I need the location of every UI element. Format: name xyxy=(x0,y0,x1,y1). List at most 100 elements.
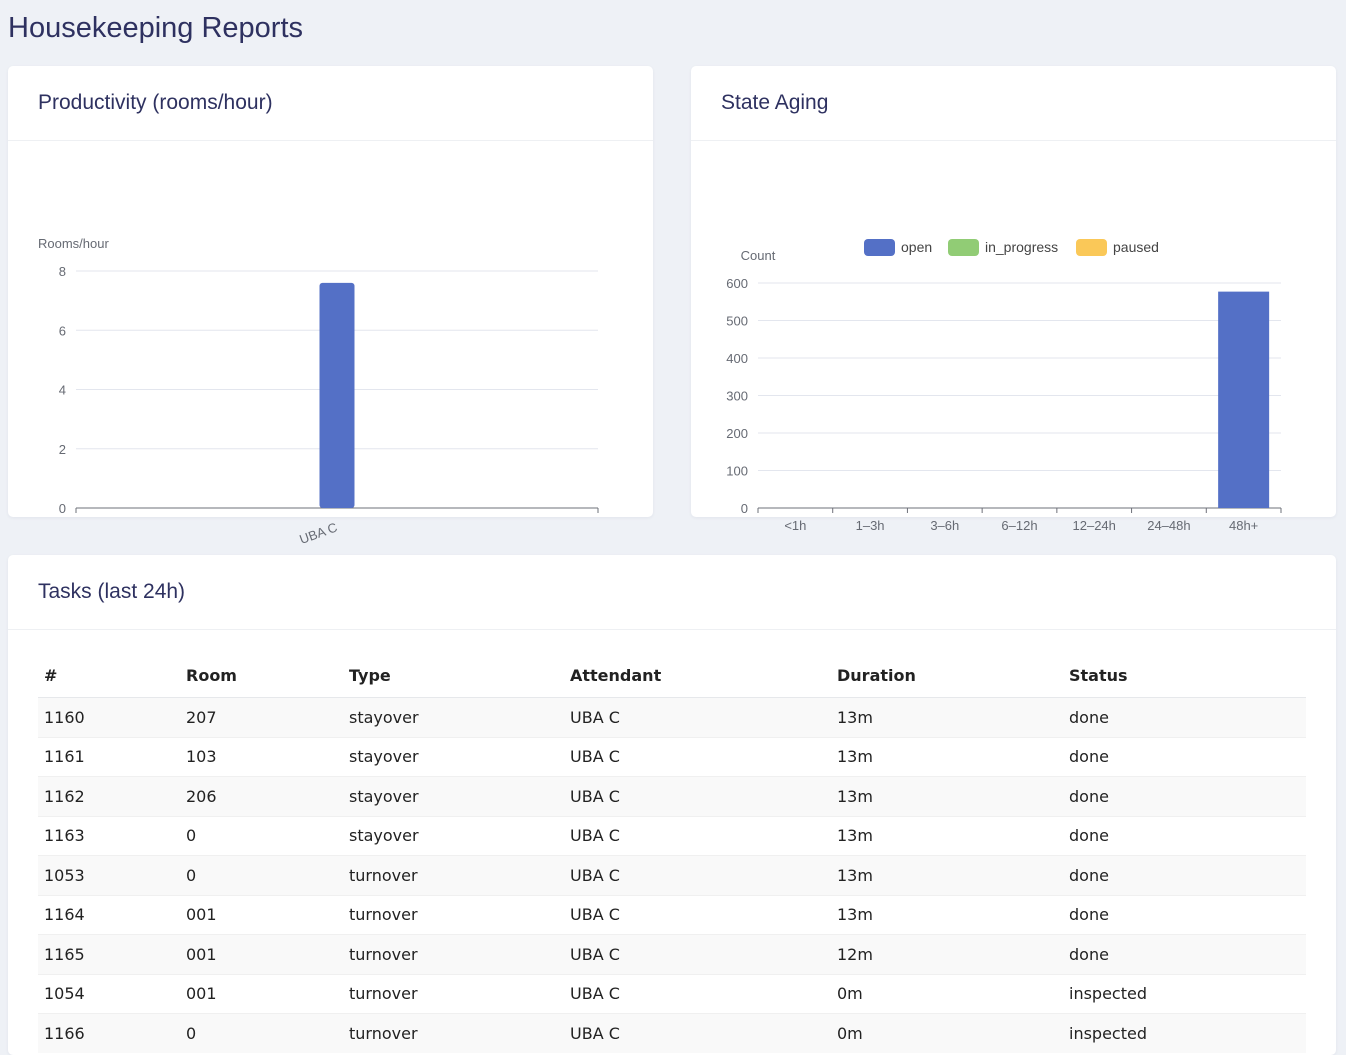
page-title: Housekeeping Reports xyxy=(8,12,304,44)
duration-cell: 13m xyxy=(831,697,1063,737)
status-cell: done xyxy=(1063,934,1306,974)
duration-cell: 13m xyxy=(831,855,1063,895)
x-tick-label: 24–48h xyxy=(1147,518,1190,533)
type-cell: stayover xyxy=(343,736,564,777)
duration-cell: 12m xyxy=(831,934,1063,974)
room-cell: 0 xyxy=(180,815,343,856)
tasks-card-header: Tasks (last 24h) xyxy=(8,555,1336,630)
y-tick-label: 500 xyxy=(726,314,748,329)
tasks-table-header-row: # Room Type Attendant Duration Status xyxy=(38,651,1306,698)
legend-label-open: open xyxy=(901,239,932,255)
duration-cell: 13m xyxy=(831,815,1063,856)
x-tick-label: <1h xyxy=(784,518,806,533)
type-cell: turnover xyxy=(343,1013,564,1053)
x-tick-label: 1–3h xyxy=(856,518,885,533)
status-cell: inspected xyxy=(1063,1013,1306,1053)
task-id-cell: 1165 xyxy=(38,934,180,974)
type-cell: turnover xyxy=(343,934,564,974)
productivity-card: Productivity (rooms/hour) Rooms/hour 0 2 4 6… xyxy=(8,66,653,547)
y-tick-label: 0 xyxy=(59,501,66,516)
y-tick-label: 100 xyxy=(726,464,748,479)
room-cell: 001 xyxy=(180,894,343,935)
type-cell: turnover xyxy=(343,894,564,935)
table-row[interactable]: 1164 001 turnover UBA C 13m done xyxy=(38,894,1306,935)
productivity-chart: Rooms/hour 0 2 4 6 8 UBA C xyxy=(38,236,599,547)
column-header-duration[interactable]: Duration xyxy=(831,651,1063,698)
attendant-cell: UBA C xyxy=(564,776,831,816)
y-tick-label: 200 xyxy=(726,426,748,441)
task-id-cell: 1160 xyxy=(38,697,180,737)
room-cell: 207 xyxy=(180,697,343,737)
status-cell: done xyxy=(1063,855,1306,895)
legend-swatch-in_progress xyxy=(948,239,979,256)
column-header-attendant[interactable]: Attendant xyxy=(564,651,831,698)
column-header-room[interactable]: Room xyxy=(180,651,343,698)
legend-swatch-paused xyxy=(1076,239,1107,256)
status-cell: done xyxy=(1063,894,1306,935)
task-id-cell: 1054 xyxy=(38,973,180,1014)
attendant-cell: UBA C xyxy=(564,973,831,1014)
room-cell: 0 xyxy=(180,1013,343,1053)
task-id-cell: 1162 xyxy=(38,776,180,816)
x-tick-label: 3–6h xyxy=(930,518,959,533)
y-tick-label: 0 xyxy=(741,501,748,516)
room-cell: 001 xyxy=(180,973,343,1014)
attendant-cell: UBA C xyxy=(564,815,831,856)
table-row[interactable]: 1160 207 stayover UBA C 13m done xyxy=(38,697,1306,737)
attendant-cell: UBA C xyxy=(564,697,831,737)
duration-cell: 0m xyxy=(831,973,1063,1014)
task-id-cell: 1053 xyxy=(38,855,180,895)
table-row[interactable]: 1165 001 turnover UBA C 12m done xyxy=(38,934,1306,974)
room-cell: 103 xyxy=(180,736,343,777)
legend-swatch-open xyxy=(864,239,895,256)
table-row[interactable]: 1166 0 turnover UBA C 0m inspected xyxy=(38,1013,1306,1053)
duration-cell: 13m xyxy=(831,776,1063,816)
state-aging-chart: open in_progress paused Count 0 100 200 300 400 5… xyxy=(726,239,1282,533)
productivity-card-header: Productivity (rooms/hour) xyxy=(8,66,653,141)
state-aging-card-header: State Aging xyxy=(691,66,1336,141)
y-tick-label: 8 xyxy=(59,264,66,279)
attendant-cell: UBA C xyxy=(564,934,831,974)
type-cell: stayover xyxy=(343,697,564,737)
table-row[interactable]: 1161 103 stayover UBA C 13m done xyxy=(38,736,1306,777)
x-tick-label: 48h+ xyxy=(1229,518,1258,533)
x-tick-label: 12–24h xyxy=(1073,518,1116,533)
duration-cell: 0m xyxy=(831,1013,1063,1053)
task-id-cell: 1164 xyxy=(38,894,180,935)
attendant-cell: UBA C xyxy=(564,736,831,777)
table-row[interactable]: 1054 001 turnover UBA C 0m inspected xyxy=(38,973,1306,1014)
bar xyxy=(319,282,355,508)
state-aging-card: State Aging open in_progress paused Count 0 1… xyxy=(691,66,1336,533)
y-tick-label: 4 xyxy=(59,383,66,398)
status-cell: done xyxy=(1063,815,1306,856)
y-tick-label: 400 xyxy=(726,351,748,366)
tasks-card: Tasks (last 24h) # Room Type Attendant D… xyxy=(8,555,1336,1055)
y-tick-label: 2 xyxy=(59,442,66,457)
x-tick-label: 6–12h xyxy=(1001,518,1037,533)
productivity-card-title: Productivity (rooms/hour) xyxy=(38,91,273,114)
room-cell: 001 xyxy=(180,934,343,974)
y-axis-label: Count xyxy=(741,248,776,263)
column-header-id[interactable]: # xyxy=(38,651,180,698)
tasks-card-title: Tasks (last 24h) xyxy=(38,580,186,603)
y-tick-label: 600 xyxy=(726,276,748,291)
type-cell: stayover xyxy=(343,815,564,856)
status-cell: done xyxy=(1063,697,1306,737)
column-header-status[interactable]: Status xyxy=(1063,651,1306,698)
table-row[interactable]: 1163 0 stayover UBA C 13m done xyxy=(38,815,1306,856)
tasks-table: # Room Type Attendant Duration Status 11… xyxy=(38,651,1306,1053)
y-tick-label: 6 xyxy=(59,323,66,338)
room-cell: 206 xyxy=(180,776,343,816)
type-cell: turnover xyxy=(343,855,564,895)
table-row[interactable]: 1162 206 stayover UBA C 13m done xyxy=(38,776,1306,816)
task-id-cell: 1163 xyxy=(38,815,180,856)
status-cell: done xyxy=(1063,736,1306,777)
attendant-cell: UBA C xyxy=(564,1013,831,1053)
legend-label-paused: paused xyxy=(1113,239,1159,255)
table-row[interactable]: 1053 0 turnover UBA C 13m done xyxy=(38,855,1306,895)
column-header-type[interactable]: Type xyxy=(343,651,564,698)
status-cell: inspected xyxy=(1063,973,1306,1014)
attendant-cell: UBA C xyxy=(564,894,831,935)
task-id-cell: 1166 xyxy=(38,1013,180,1053)
y-tick-label: 300 xyxy=(726,389,748,404)
